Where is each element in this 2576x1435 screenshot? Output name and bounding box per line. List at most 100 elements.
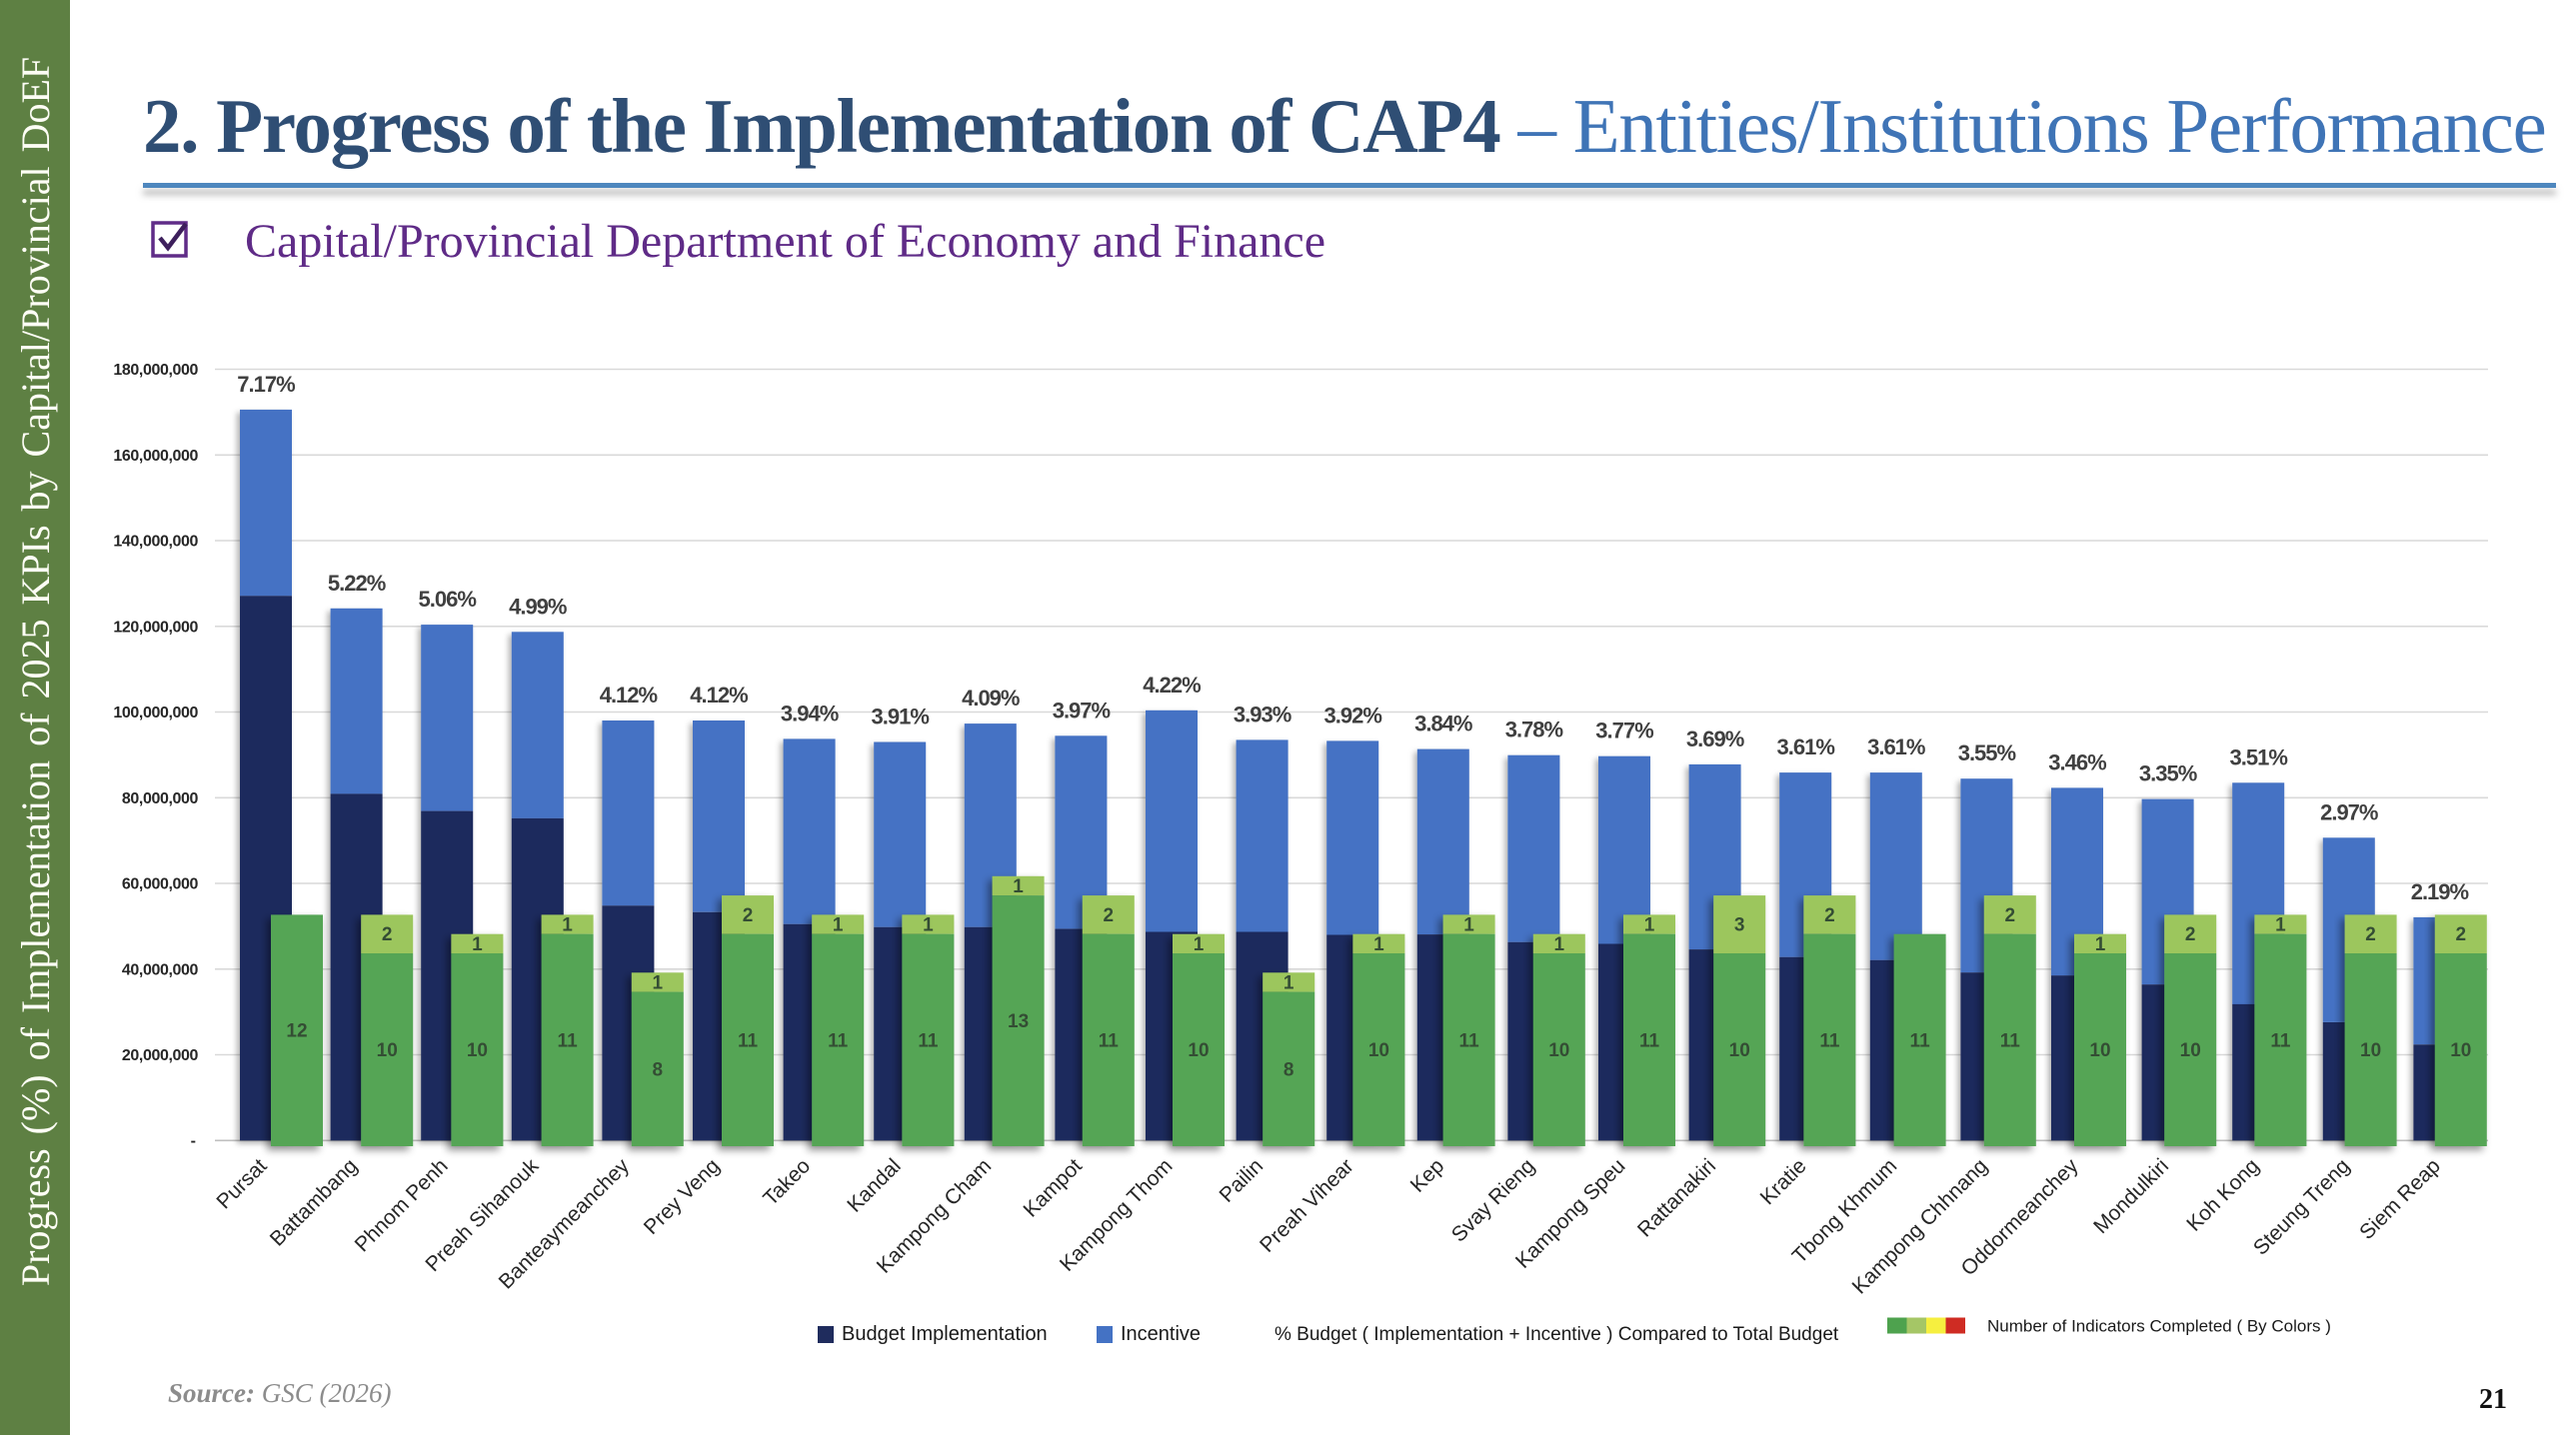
svg-text:Kep: Kep: [1406, 1154, 1449, 1197]
svg-text:60,000,000: 60,000,000: [122, 876, 199, 893]
svg-text:1: 1: [2095, 934, 2106, 955]
svg-text:% Budget ( Implementation + In: % Budget ( Implementation + Incentive ) …: [1275, 1324, 1839, 1345]
svg-text:10: 10: [467, 1040, 488, 1061]
svg-text:10: 10: [1548, 1040, 1569, 1061]
svg-text:Takeo: Takeo: [759, 1154, 815, 1210]
svg-text:1: 1: [562, 915, 573, 936]
svg-text:3.91%: 3.91%: [872, 705, 930, 729]
svg-text:3.97%: 3.97%: [1053, 698, 1111, 722]
svg-text:8: 8: [653, 1059, 664, 1080]
svg-text:Mondulkiri: Mondulkiri: [2089, 1154, 2173, 1238]
svg-text:3.84%: 3.84%: [1414, 712, 1472, 736]
svg-text:3.35%: 3.35%: [2139, 761, 2197, 786]
svg-text:1: 1: [1013, 876, 1024, 897]
svg-text:7.17%: 7.17%: [237, 372, 295, 397]
svg-text:1: 1: [833, 915, 844, 936]
svg-text:1: 1: [472, 934, 483, 955]
svg-text:10: 10: [1729, 1040, 1750, 1061]
svg-text:Rattanakiri: Rattanakiri: [1633, 1154, 1720, 1241]
svg-text:Budget Implementation: Budget Implementation: [842, 1323, 1048, 1345]
svg-text:3.46%: 3.46%: [2048, 749, 2106, 774]
svg-text:3.92%: 3.92%: [1324, 703, 1382, 727]
svg-text:Siem Reap: Siem Reap: [2355, 1154, 2445, 1244]
svg-text:2: 2: [2365, 924, 2376, 945]
svg-text:11: 11: [1639, 1030, 1660, 1051]
svg-text:1: 1: [1644, 915, 1655, 936]
svg-text:3.69%: 3.69%: [1686, 726, 1744, 751]
svg-text:180,000,000: 180,000,000: [113, 362, 198, 379]
svg-text:Preah Vihear: Preah Vihear: [1256, 1154, 1358, 1257]
svg-text:160,000,000: 160,000,000: [113, 448, 198, 465]
svg-text:4.22%: 4.22%: [1143, 673, 1201, 698]
svg-text:3: 3: [1734, 915, 1745, 936]
svg-text:1: 1: [1463, 915, 1474, 936]
svg-text:Prey Veng: Prey Veng: [640, 1154, 725, 1239]
svg-text:1: 1: [2275, 915, 2286, 936]
svg-text:11: 11: [1099, 1030, 1120, 1051]
svg-text:1: 1: [923, 915, 934, 936]
svg-text:2: 2: [382, 924, 393, 945]
svg-text:140,000,000: 140,000,000: [113, 534, 198, 551]
svg-text:20,000,000: 20,000,000: [122, 1047, 199, 1064]
svg-text:2.97%: 2.97%: [2320, 799, 2378, 824]
svg-text:11: 11: [1459, 1030, 1480, 1051]
svg-text:3.93%: 3.93%: [1234, 702, 1291, 726]
svg-text:1: 1: [1284, 973, 1294, 994]
svg-text:11: 11: [2000, 1030, 2021, 1051]
svg-text:Kandal: Kandal: [843, 1154, 906, 1217]
svg-text:10: 10: [1368, 1040, 1389, 1061]
svg-text:120,000,000: 120,000,000: [113, 619, 198, 636]
svg-text:Battambang: Battambang: [266, 1154, 362, 1250]
svg-text:Kratie: Kratie: [1756, 1154, 1811, 1209]
svg-text:-: -: [191, 1132, 196, 1149]
svg-text:2: 2: [743, 905, 754, 926]
svg-text:4.12%: 4.12%: [690, 683, 748, 708]
svg-text:Number of Indicators Completed: Number of Indicators Completed ( By Colo…: [1987, 1317, 2331, 1336]
svg-text:4.99%: 4.99%: [509, 594, 567, 619]
svg-text:11: 11: [2270, 1030, 2291, 1051]
svg-text:1: 1: [1194, 934, 1205, 955]
svg-text:3.94%: 3.94%: [781, 701, 839, 725]
svg-text:Kampot: Kampot: [1019, 1154, 1087, 1222]
svg-text:10: 10: [2360, 1040, 2381, 1061]
svg-text:3.78%: 3.78%: [1505, 718, 1563, 742]
svg-text:3.51%: 3.51%: [2230, 744, 2288, 769]
svg-text:3.61%: 3.61%: [1867, 734, 1925, 759]
svg-text:Phnom Penh: Phnom Penh: [351, 1154, 453, 1256]
svg-text:1: 1: [653, 973, 664, 994]
svg-text:11: 11: [1910, 1030, 1931, 1051]
svg-text:5.06%: 5.06%: [419, 587, 477, 612]
svg-text:2: 2: [1104, 905, 1115, 926]
svg-text:3.55%: 3.55%: [1958, 740, 2016, 765]
svg-text:80,000,000: 80,000,000: [122, 790, 199, 807]
svg-text:10: 10: [1188, 1040, 1209, 1061]
svg-text:1: 1: [1554, 934, 1565, 955]
svg-text:3.77%: 3.77%: [1595, 718, 1653, 743]
svg-text:11: 11: [558, 1030, 579, 1051]
svg-text:12: 12: [286, 1021, 307, 1042]
svg-text:10: 10: [2180, 1040, 2201, 1061]
svg-text:2: 2: [2185, 924, 2196, 945]
svg-text:2: 2: [1824, 905, 1835, 926]
svg-text:10: 10: [2089, 1040, 2110, 1061]
svg-text:10: 10: [377, 1040, 398, 1061]
svg-text:11: 11: [828, 1030, 849, 1051]
svg-text:11: 11: [738, 1030, 759, 1051]
svg-text:Pursat: Pursat: [212, 1154, 271, 1213]
svg-text:Incentive: Incentive: [1121, 1323, 1201, 1345]
svg-text:Koh Kong: Koh Kong: [2182, 1154, 2263, 1235]
svg-text:100,000,000: 100,000,000: [113, 705, 198, 721]
svg-text:1: 1: [1373, 934, 1384, 955]
svg-text:40,000,000: 40,000,000: [122, 961, 199, 978]
svg-text:Svay Rieng: Svay Rieng: [1447, 1154, 1539, 1246]
svg-text:13: 13: [1008, 1011, 1029, 1032]
svg-text:4.12%: 4.12%: [600, 683, 658, 708]
svg-text:2.19%: 2.19%: [2411, 879, 2469, 904]
svg-text:3.61%: 3.61%: [1777, 734, 1835, 759]
svg-text:Pailin: Pailin: [1216, 1154, 1269, 1207]
svg-text:5.22%: 5.22%: [328, 571, 386, 596]
svg-text:8: 8: [1284, 1059, 1294, 1080]
svg-text:2: 2: [2456, 924, 2467, 945]
svg-text:4.09%: 4.09%: [962, 686, 1020, 711]
svg-text:11: 11: [1819, 1030, 1840, 1051]
